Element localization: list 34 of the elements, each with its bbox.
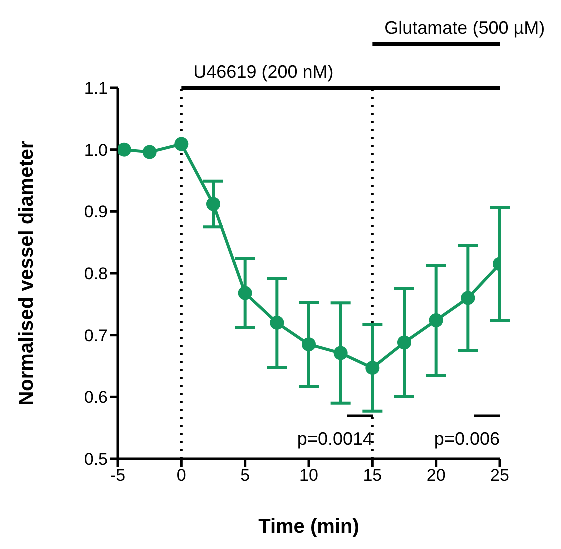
treatment-span-bracket: Glutamate (500 µM) [372, 18, 546, 46]
x-tick-label: -5 [110, 466, 126, 486]
point [238, 286, 252, 300]
point [174, 137, 189, 152]
x-tick-label: 5 [240, 466, 250, 486]
y-axis-title: Normalised vessel diameter [16, 141, 38, 406]
point [366, 361, 380, 376]
y-tick-label: 0.7 [84, 326, 108, 346]
y-tick-label: 0.6 [84, 388, 108, 408]
point [461, 291, 476, 306]
point [429, 313, 444, 328]
point [118, 142, 132, 157]
ref-line-label: U46619 (200 nM) [194, 62, 334, 82]
treatment-span-bracket: U46619 (200 nM) [182, 62, 500, 90]
y-tick-label: 0.8 [84, 264, 108, 284]
x-axis-title: Time (min) [258, 516, 360, 538]
point [334, 346, 348, 360]
y-tick-label: 0.9 [84, 202, 108, 222]
x-tick-label: 20 [426, 466, 446, 486]
y-tick-label: 1.1 [84, 79, 108, 98]
point [142, 145, 157, 160]
y-tick-label: 0.5 [84, 450, 108, 470]
x-tick-label: 15 [363, 466, 382, 486]
x-tick-label: 0 [176, 466, 186, 486]
x-tick-label: 10 [300, 466, 318, 486]
annotation: p=0.006 [434, 429, 500, 449]
annotation: p=0.0014 [297, 429, 373, 449]
point [270, 316, 284, 330]
point [398, 336, 412, 350]
ref-line-label: Glutamate (500 µM) [384, 18, 546, 38]
y-tick-label: 1.0 [84, 140, 108, 160]
point [206, 197, 220, 212]
x-tick-label: 25 [490, 466, 510, 486]
point [302, 338, 316, 352]
